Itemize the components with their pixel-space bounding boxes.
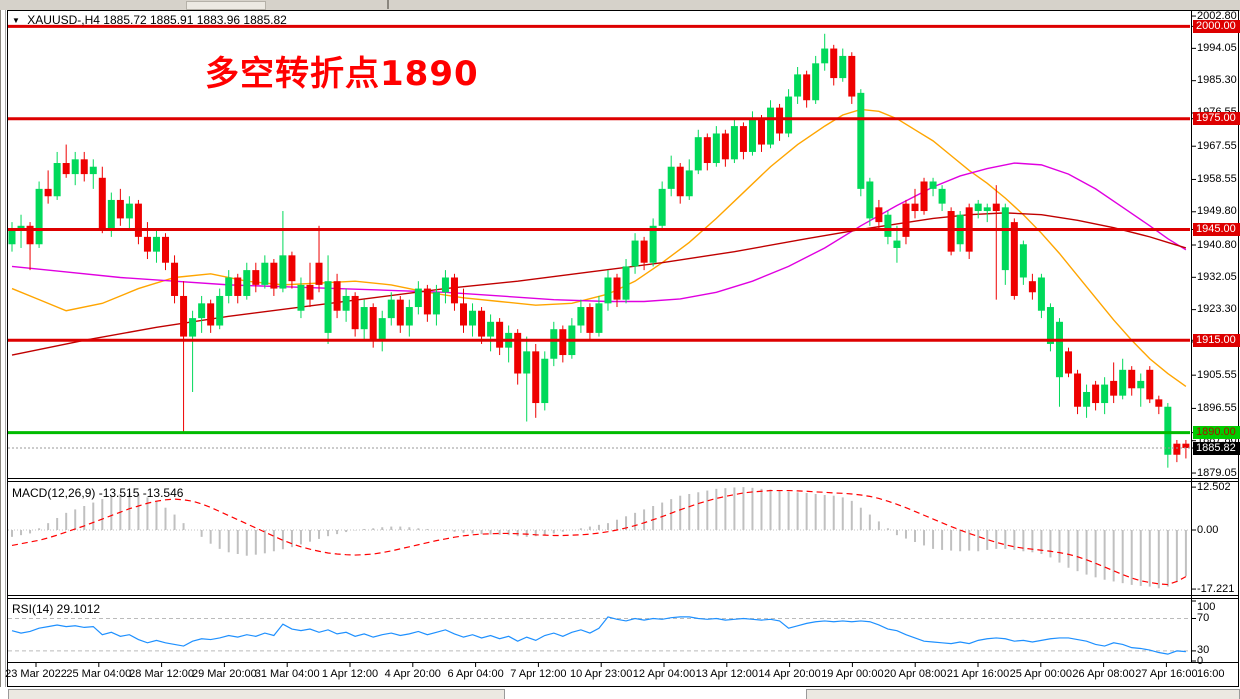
price-tick-label: 1905.55 <box>1197 368 1237 381</box>
rsi-tick-label: 70 <box>1197 612 1210 624</box>
background-window-bottom <box>0 688 1240 699</box>
price-tick-label: 1879.05 <box>1197 466 1237 479</box>
price-axis[interactable]: 2002.801994.051985.301976.551967.551958.… <box>1192 0 1240 688</box>
macd-tick-label: 12.502 <box>1197 480 1231 493</box>
macd-tick-label: -17.221 <box>1197 582 1235 595</box>
price-tick-label: 1949.80 <box>1197 205 1237 218</box>
price-tick-label: 1923.30 <box>1197 303 1237 316</box>
background-panel-left <box>8 689 505 699</box>
time-tick-label: 12 Apr 04:00 <box>632 668 696 680</box>
time-tick-label: 14 Apr 20:00 <box>758 668 821 680</box>
time-tick-label: 19 Apr 00:00 <box>821 668 884 680</box>
price-level-badge: 1885.82 <box>1193 441 1240 455</box>
price-level-badge: 2000.00 <box>1193 19 1240 33</box>
rsi-tick-label: 30 <box>1197 644 1210 657</box>
price-level-badge: 1945.00 <box>1193 222 1240 236</box>
price-tick-label: 1896.55 <box>1197 401 1237 414</box>
window-left-frame-line <box>5 10 6 687</box>
time-axis[interactable]: 23 Mar 2022 25 Mar 04:00 28 Mar 12:00 29 Ma… <box>0 668 1197 684</box>
price-tick-label: 2002.80 <box>1197 9 1237 22</box>
background-window-top <box>0 0 1240 11</box>
time-tick-label: 25 Mar 04:00 <box>66 668 132 680</box>
window-left-frame <box>0 10 8 687</box>
chart-plot-area[interactable] <box>8 11 1191 478</box>
rsi-indicator-label: RSI(14) 29.1012 <box>12 602 101 616</box>
macd-indicator-label: MACD(12,26,9) -13.515 -13.546 <box>12 486 184 500</box>
rsi-tick-label: 0 <box>1197 654 1204 667</box>
time-tick-label: 6 Apr 04:00 <box>447 668 504 680</box>
time-tick-label: 26 Apr 08:00 <box>1072 668 1135 680</box>
annotation-text: 多空转折点1890 <box>205 54 479 94</box>
chevron-down-icon[interactable]: ▼ <box>12 16 20 25</box>
time-tick-label: 4 Apr 20:00 <box>384 668 441 680</box>
time-tick-label: 29 Mar 20:00 <box>191 668 257 680</box>
time-tick-label: 10 Apr 23:00 <box>569 668 633 680</box>
time-tick-label: 21 Apr 16:00 <box>946 668 1010 680</box>
price-tick-label: 1985.30 <box>1197 74 1237 87</box>
time-tick-label: 7 Apr 12:00 <box>510 668 567 680</box>
time-tick-label: 20 Apr 08:00 <box>883 668 947 680</box>
time-tick-label: 1 Apr 12:00 <box>321 668 379 680</box>
price-level-badge: 1915.00 <box>1193 333 1240 347</box>
time-tick-label: 28 Mar 12:00 <box>129 668 194 680</box>
price-level-badge: 1890.00 <box>1193 426 1240 440</box>
axis-time-label: 16:00 <box>1197 668 1225 680</box>
price-level-badge: 1975.00 <box>1193 112 1240 126</box>
price-tick-label: 1940.80 <box>1197 238 1237 251</box>
time-tick-label: 31 Mar 04:00 <box>254 668 320 680</box>
background-panel-right <box>806 689 1240 699</box>
time-tick-label: 27 Apr 16:00 <box>1135 668 1198 680</box>
toolbar-divider <box>387 0 389 9</box>
toolbar-grip <box>186 1 266 10</box>
chart-title: ▼ XAUUSD-,H4 1885.72 1885.91 1883.96 188… <box>12 13 287 27</box>
price-tick-label: 1932.05 <box>1197 270 1237 283</box>
rsi-tick-label: 100 <box>1197 601 1216 613</box>
price-tick-label: 1994.05 <box>1197 41 1237 54</box>
price-tick-label: 1958.55 <box>1197 172 1237 185</box>
time-tick-label: 13 Apr 12:00 <box>695 668 758 680</box>
ohlc-values-label: 1885.72 1885.91 1883.96 1885.82 <box>103 13 287 27</box>
time-tick-label: 25 Apr 00:00 <box>1009 668 1072 680</box>
symbol-timeframe-label: XAUUSD-,H4 <box>27 13 100 27</box>
macd-tick-label: 0.00 <box>1197 523 1219 536</box>
time-tick-label: 23 Mar 2022 <box>5 668 67 680</box>
price-tick-label: 1967.55 <box>1197 139 1237 152</box>
